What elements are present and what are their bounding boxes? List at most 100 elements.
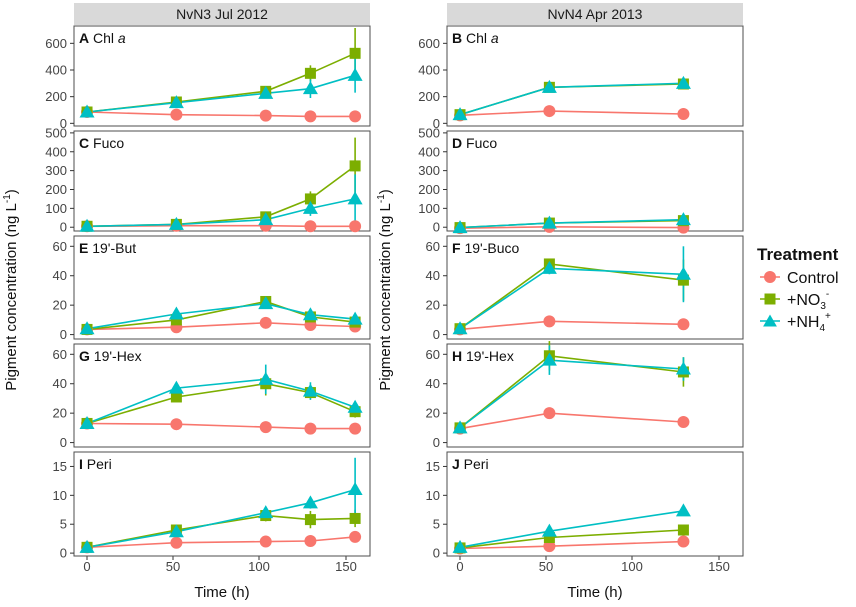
panel-B: 0 200 400 600 B Chl a	[418, 25, 744, 131]
data-point	[79, 415, 95, 429]
panel-label: F 19'-Buco	[452, 240, 519, 256]
data-point	[302, 200, 318, 214]
data-point	[79, 321, 95, 335]
y-axis-title-left: Pigment concentration (ng L-1)	[2, 189, 20, 391]
data-point	[347, 67, 363, 81]
x-tick-label: 50	[539, 559, 553, 574]
panel-pigment: 19'-Buco	[461, 240, 520, 256]
data-point	[259, 421, 272, 434]
y-tick-label: 200	[45, 89, 67, 104]
data-point	[304, 422, 317, 435]
y-tick-label: 0	[60, 220, 67, 235]
data-point	[170, 108, 183, 121]
y-tick-label: 40	[426, 376, 440, 391]
data-point	[304, 67, 316, 79]
data-point	[541, 352, 557, 366]
panel-frame	[73, 25, 371, 127]
data-point	[677, 318, 690, 331]
data-point	[347, 399, 363, 413]
y-tick-label: 200	[418, 89, 440, 104]
data-point	[304, 514, 316, 526]
data-point	[349, 422, 362, 435]
panel-pigment-italic: a	[114, 30, 126, 46]
y-tick-label: 40	[53, 268, 67, 283]
data-point	[675, 361, 691, 375]
x-tick-label: 0	[456, 559, 463, 574]
y-tick-label: 500	[45, 125, 67, 140]
panel-pigment: Fuco	[462, 135, 497, 151]
data-point	[677, 108, 690, 120]
data-point	[677, 274, 689, 286]
panel-letter: G	[79, 348, 90, 364]
data-point	[543, 407, 556, 420]
strip-left-label: NvN3 Jul 2012	[176, 6, 268, 22]
y-tick-label: 0	[60, 327, 67, 342]
data-point	[349, 110, 362, 123]
legend-item-nh4: +NH4+	[760, 311, 831, 334]
y-axis-title-right: Pigment concentration (ng L-1)	[376, 189, 394, 391]
panel-label: B Chl a	[452, 30, 499, 46]
panel-C: 0 100 200 300 400 500 C Fuco	[45, 125, 371, 235]
data-point	[677, 535, 690, 548]
x-axis-left: 0 50 100 150 Time (h)	[83, 556, 357, 601]
panel-J: 0 5 10 15 J Peri	[426, 451, 744, 561]
y-tick-label: 60	[53, 239, 67, 254]
y-tick-label: 600	[45, 36, 67, 51]
panel-H: 0 20 40 60 H 19'-Hex	[426, 341, 744, 450]
data-point	[349, 512, 361, 524]
y-tick-label: 300	[45, 163, 67, 178]
y-tick-label: 100	[418, 201, 440, 216]
data-point	[675, 503, 691, 517]
x-axis-title-right: Time (h)	[567, 584, 622, 601]
x-tick-label: 0	[83, 559, 90, 574]
y-tick-label: 60	[426, 347, 440, 362]
data-point	[258, 371, 274, 385]
legend-title: Treatment	[757, 245, 839, 264]
panel-letter: J	[452, 456, 460, 472]
y-tick-label: 0	[60, 546, 67, 561]
y-tick-label: 0	[433, 327, 440, 342]
panel-letter: H	[452, 348, 462, 364]
y-tick-label: 200	[418, 182, 440, 197]
panel-label: C Fuco	[79, 135, 124, 151]
panel-E: 0 20 40 60 E 19'-But	[53, 235, 371, 342]
data-point	[302, 495, 318, 509]
panel-frame	[446, 25, 744, 127]
panel-label: D Fuco	[452, 135, 497, 151]
data-point	[541, 79, 557, 93]
legend-key-triangle	[763, 314, 777, 327]
panel-letter: F	[452, 240, 461, 256]
x-axis-title-left: Time (h)	[194, 584, 249, 601]
panel-frame	[73, 235, 371, 340]
data-point	[302, 307, 318, 321]
panel-pigment: Chl	[89, 30, 114, 46]
panel-letter: E	[79, 240, 88, 256]
y-tick-label: 500	[418, 125, 440, 140]
y-tick-label: 0	[433, 546, 440, 561]
panel-letter: D	[452, 135, 462, 151]
panel-pigment: Peri	[83, 456, 112, 472]
y-tick-label: 5	[60, 517, 67, 532]
y-tick-label: 20	[53, 406, 67, 421]
panel-pigment: Peri	[460, 456, 489, 472]
y-tick-label: 10	[426, 488, 440, 503]
y-tick-label: 0	[433, 435, 440, 450]
y-tick-label: 100	[45, 201, 67, 216]
y-tick-label: 400	[45, 63, 67, 78]
y-tick-label: 0	[60, 435, 67, 450]
legend-label-no3: +NO3-	[787, 289, 829, 312]
data-point	[349, 160, 361, 172]
data-point	[452, 107, 468, 121]
panel-label: A Chl a	[79, 30, 126, 46]
panel-pigment: Fuco	[89, 135, 124, 151]
y-tick-label: 0	[433, 220, 440, 235]
x-tick-label: 150	[708, 559, 730, 574]
panel-letter: B	[452, 30, 462, 46]
panel-label: H 19'-Hex	[452, 348, 514, 364]
legend-key-circle	[764, 271, 776, 283]
data-point	[258, 505, 274, 519]
y-tick-label: 5	[433, 517, 440, 532]
data-point	[168, 95, 184, 109]
data-point	[452, 539, 468, 553]
